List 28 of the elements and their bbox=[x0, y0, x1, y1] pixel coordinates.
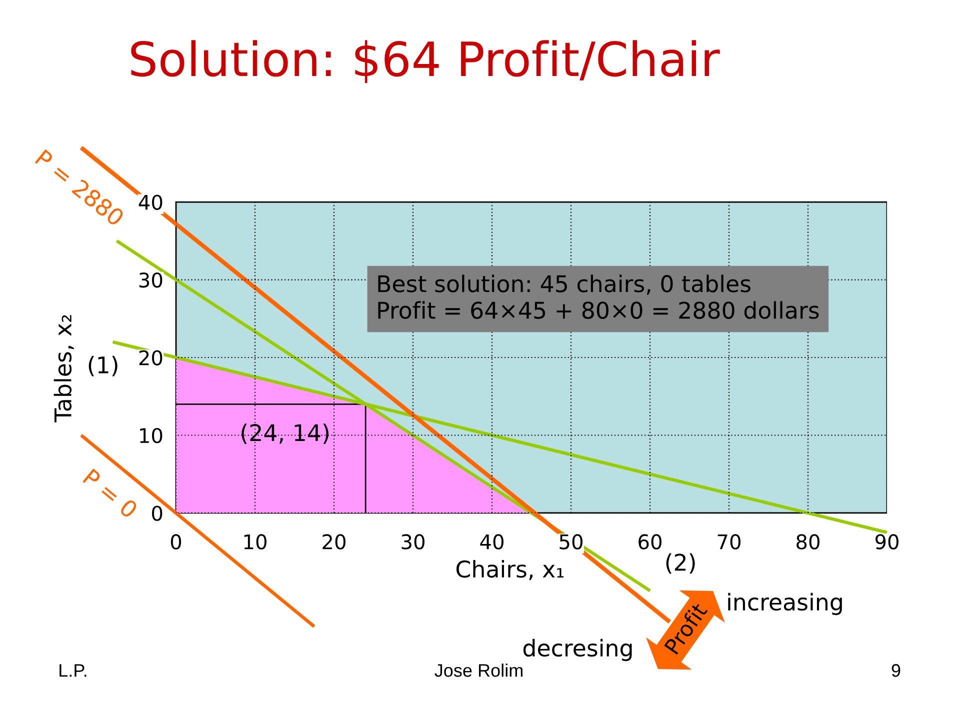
x-tick-label: 80 bbox=[796, 534, 820, 550]
x-tick-label: 0 bbox=[170, 534, 182, 550]
x-tick-label: 20 bbox=[322, 534, 346, 550]
y-tick-label: 0 bbox=[152, 506, 162, 521]
x-tick-label: 10 bbox=[244, 534, 266, 550]
x-tick-label: 30 bbox=[402, 534, 424, 550]
y-tick-label: 30 bbox=[139, 272, 162, 288]
series-label: (2) bbox=[666, 553, 695, 574]
annotation: (24, 14) bbox=[242, 424, 328, 444]
y-tick-label: 20 bbox=[139, 350, 162, 366]
x-axis-title: Chairs, x₁ bbox=[456, 560, 564, 580]
chart-title: Solution: $64 Profit/Chair bbox=[131, 40, 720, 83]
y-tick-label: 10 bbox=[140, 428, 162, 444]
y-axis-title: Tables, x₂ bbox=[54, 315, 74, 422]
text: Jose Rolim bbox=[434, 664, 522, 677]
text: P = 0 bbox=[82, 468, 139, 519]
x-tick-label: 40 bbox=[480, 534, 504, 550]
x-tick-label: 60 bbox=[638, 534, 662, 550]
text: L.P. bbox=[60, 664, 86, 677]
annotation: increasing bbox=[728, 592, 842, 616]
x-tick-label: 90 bbox=[875, 534, 898, 550]
y-tick-label: 40 bbox=[138, 194, 162, 210]
series-label: (1) bbox=[88, 356, 118, 376]
x-tick-label: 70 bbox=[718, 534, 740, 550]
annotation: Best solution: 45 chairs, 0 tables Profit = 64×45 + 80×0 = 2880 dollars bbox=[378, 274, 819, 319]
x-tick-label: 50 bbox=[560, 534, 582, 550]
text: 9 bbox=[892, 664, 900, 677]
text: decresing bbox=[523, 638, 632, 662]
